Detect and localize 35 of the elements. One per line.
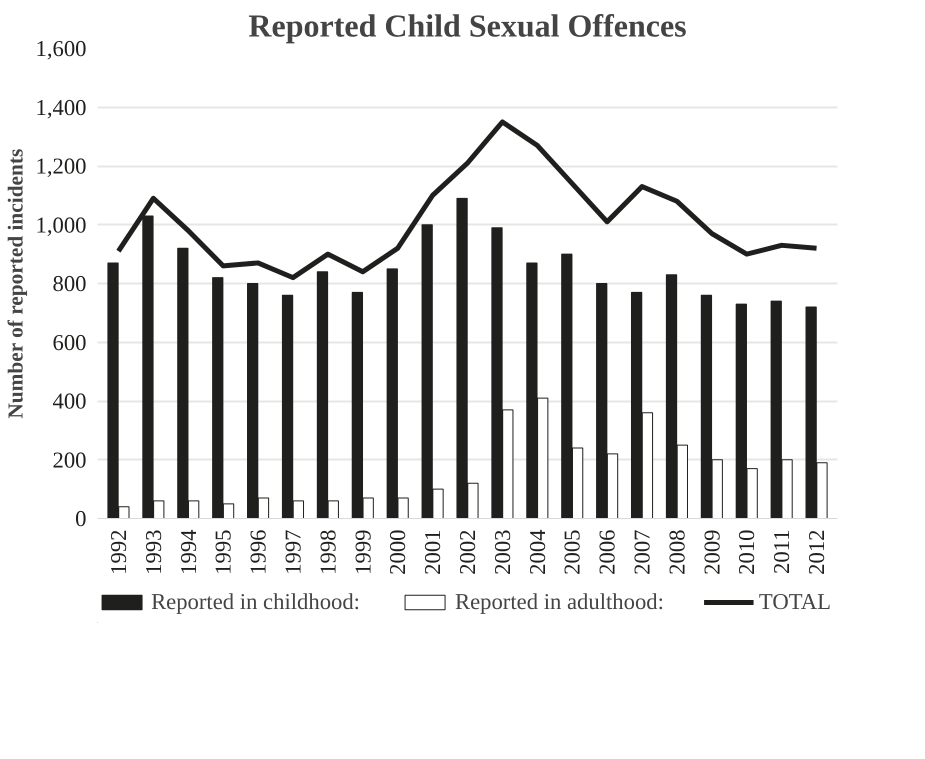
y-tick-label: 1,600 [36,36,87,61]
y-tick-label: 200 [52,447,86,472]
x-tick-label: 2001 [420,530,446,575]
y-tick-label: 0 [75,506,86,531]
y-tick-label: 600 [52,330,86,355]
x-tick-label: 1997 [280,530,306,575]
x-tick-label: 2005 [560,530,585,575]
y-tick-label: 1,200 [36,154,87,178]
y-axis-title: Number of reported incidents [4,148,28,419]
x-tick-label: 2008 [664,530,690,575]
chart-title: Reported Child Sexual Offences [248,8,687,44]
x-tick-label: 1994 [176,530,201,575]
y-tick-label: 1,400 [36,94,87,120]
x-tick-label: 1995 [210,530,236,575]
x-tick-label: 2009 [699,530,724,575]
y-tick-label: 800 [52,271,86,296]
x-tick-label: 1993 [140,530,166,575]
x-tick-label: 1999 [350,530,376,575]
x-tick-label: 2000 [385,530,410,575]
y-tick-label: 400 [52,388,86,414]
x-tick-label: 2004 [524,530,550,575]
x-tick-label: 2010 [734,530,760,575]
legend-label: TOTAL [758,589,831,615]
x-tick-label: 2012 [804,530,830,575]
x-tick-label: 2003 [490,530,515,575]
x-tick-label: 2007 [630,530,655,575]
x-tick-label: 2002 [455,530,480,575]
legend-label: Reported in adulthood: [454,589,664,615]
x-tick-label: 2011 [769,529,794,574]
x-tick-label: 1996 [246,530,271,575]
y-tick-label: 1,000 [36,212,87,238]
x-tick-label: 1998 [315,530,340,575]
x-tick-label: 2006 [594,530,620,575]
legend-label: Reported in childhood: [151,589,360,615]
x-tick-label: 1992 [106,530,131,575]
